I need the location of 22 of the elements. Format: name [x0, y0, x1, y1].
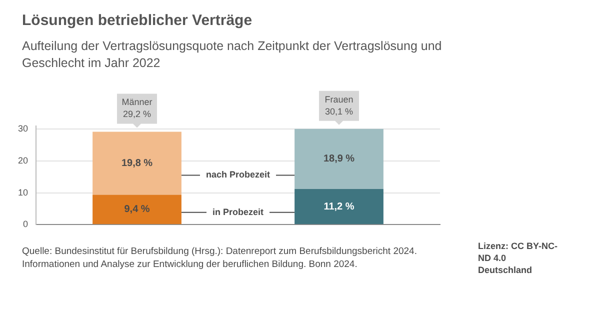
text: Lizenz: CC BY-NC-ND 4.0 Deutschland — [478, 240, 558, 276]
x-tick-label: Männer — [122, 97, 152, 108]
x-tick-label: Frauen — [324, 94, 354, 104]
y-tick-label: 30 — [18, 124, 28, 134]
total-label: 29,2 % — [122, 109, 152, 120]
y-tick-label: 10 — [18, 187, 28, 198]
data-label: 18,9 % — [323, 154, 355, 165]
y-tick-label: 20 — [18, 155, 28, 166]
bar — [294, 128, 384, 189]
chart-title: Lösungen betrieblicher Verträge — [22, 12, 252, 29]
text: nach Probezeit — [206, 170, 270, 180]
y-tick-label: 0 — [22, 219, 28, 230]
text: in Probezeit — [212, 206, 264, 217]
source-note: Quelle: Bundesinstitut für Berufsbildung (Hrsg.): Datenreport zum Berufsbildungsbericht 2024. Informationen und Analyse zur Entwicklung der beruflichen Bildung. Bonn 2024. — [22, 245, 418, 271]
bar — [92, 194, 182, 224]
data-label: 19,8 % — [121, 158, 153, 169]
data-label: 11,2 % — [324, 201, 354, 212]
bar — [294, 188, 384, 224]
data-label: 9,4 % — [124, 204, 150, 216]
total-label: 30,1 % — [324, 106, 354, 116]
chart-subtitle: Aufteilung der Vertragslösungsquote nach Zeitpunkt der Vertragslösung und Geschlecht im Jahr 2022 — [22, 38, 443, 72]
bar — [92, 132, 182, 195]
